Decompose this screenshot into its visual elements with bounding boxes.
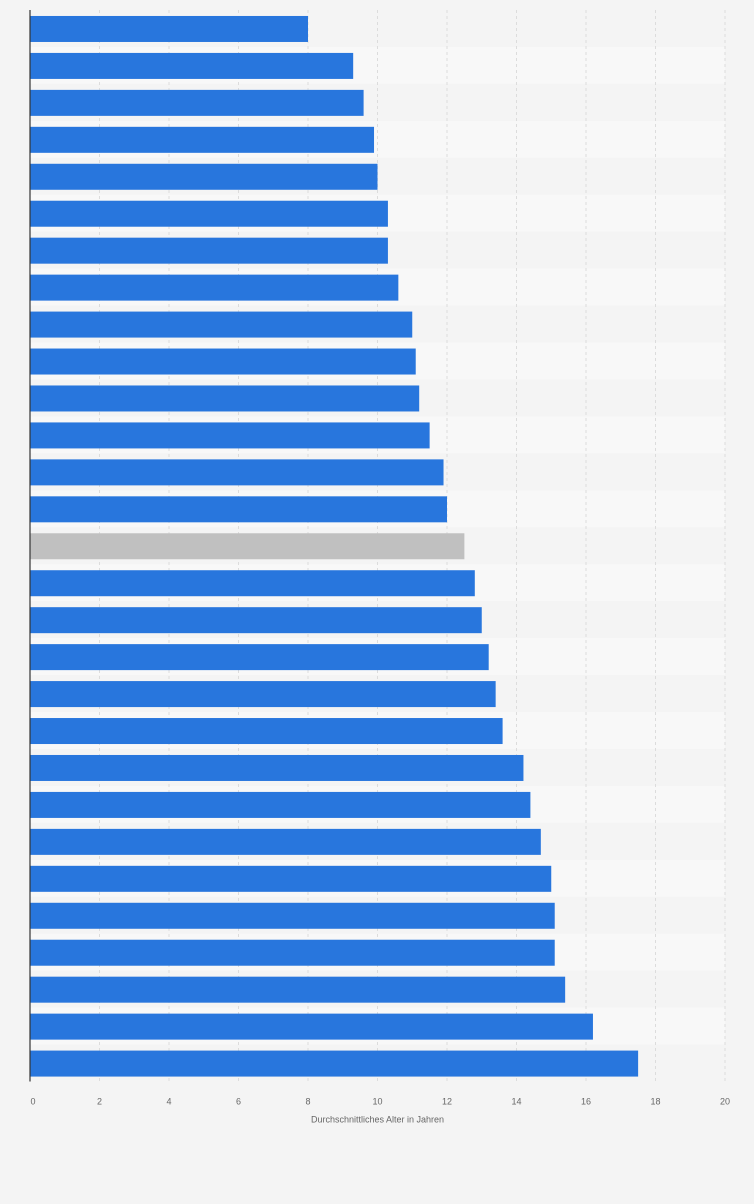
x-tick-label: 16	[581, 1097, 591, 1107]
x-tick-label: 0	[30, 1097, 35, 1107]
bar[interactable]	[30, 126, 375, 153]
bar[interactable]	[30, 902, 555, 929]
bar[interactable]	[30, 1050, 639, 1077]
bar[interactable]	[30, 496, 447, 523]
x-tick-label: 20	[720, 1097, 730, 1107]
x-tick-label: 10	[372, 1097, 382, 1107]
bar[interactable]	[30, 791, 531, 818]
bar[interactable]	[30, 976, 566, 1003]
bar[interactable]	[30, 533, 465, 560]
bar[interactable]	[30, 163, 378, 190]
x-tick-label: 14	[511, 1097, 521, 1107]
bar[interactable]	[30, 385, 420, 412]
x-axis-label: Durchschnittliches Alter in Jahren	[311, 1115, 444, 1125]
x-tick-label: 8	[305, 1097, 310, 1107]
bar[interactable]	[30, 1013, 593, 1040]
x-tick-labels: 0 2 4 6 8 10 12 14 16 18 20	[30, 1097, 730, 1107]
bar[interactable]	[30, 89, 364, 116]
bar[interactable]	[30, 754, 524, 781]
x-tick-label: 12	[442, 1097, 452, 1107]
x-tick-label: 4	[166, 1097, 171, 1107]
bar[interactable]	[30, 644, 489, 671]
bar[interactable]	[30, 311, 413, 338]
bar[interactable]	[30, 348, 416, 375]
x-tick-label: 2	[97, 1097, 102, 1107]
bar[interactable]	[30, 15, 308, 42]
bar[interactable]	[30, 570, 475, 597]
bar[interactable]	[30, 52, 354, 79]
bars-group	[30, 15, 639, 1077]
bar[interactable]	[30, 274, 399, 301]
bar[interactable]	[30, 200, 388, 227]
bar[interactable]	[30, 828, 541, 855]
bar[interactable]	[30, 422, 430, 449]
bar[interactable]	[30, 865, 552, 892]
bar[interactable]	[30, 718, 503, 745]
x-tick-label: 18	[650, 1097, 660, 1107]
bar[interactable]	[30, 681, 496, 708]
bar[interactable]	[30, 939, 555, 966]
x-tick-label: 6	[236, 1097, 241, 1107]
bar[interactable]	[30, 459, 444, 486]
bar[interactable]	[30, 237, 388, 264]
bar[interactable]	[30, 607, 482, 634]
